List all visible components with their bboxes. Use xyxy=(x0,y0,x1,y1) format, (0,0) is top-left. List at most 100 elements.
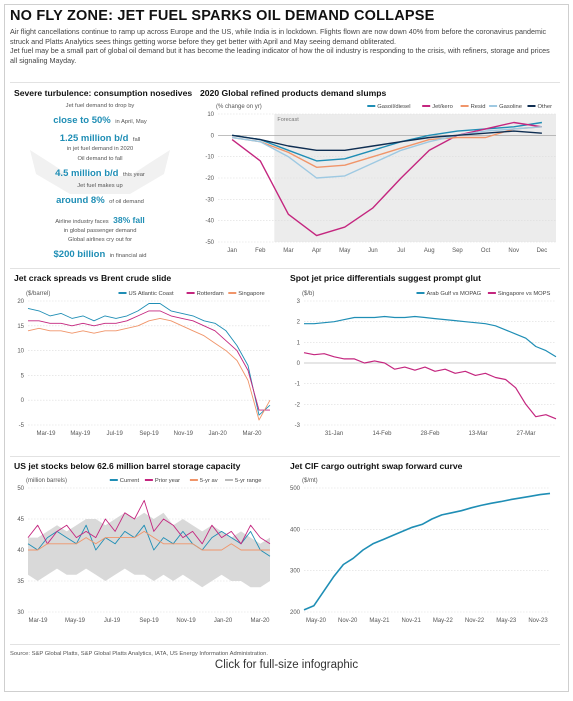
chart-crack: ($/barrel)20 15 10 5 0 -5 Mar-19 May-19 Jul-19 Se… xyxy=(17,291,271,437)
series-line-arab-gulf-vs-mopag xyxy=(304,315,557,358)
x-tick-label: Mar-20 xyxy=(242,431,262,437)
stat-value: $200 billion xyxy=(53,249,106,260)
y-tick-label: -2 xyxy=(295,402,301,408)
series-line-singapore xyxy=(27,317,271,421)
y-tick-label: -30 xyxy=(205,197,214,203)
x-tick-label: May-22 xyxy=(433,618,454,624)
y-axis-label: ($/b) xyxy=(302,291,314,297)
stat-oil-demand-fall: Oil demand to fall 4.5 million b/d this … xyxy=(12,156,188,181)
y-tick-label: 40 xyxy=(17,548,24,554)
y-tick-label: -20 xyxy=(205,176,214,182)
y-tick-label: 45 xyxy=(17,517,24,523)
x-tick-label: Mar xyxy=(283,248,293,254)
x-tick-label: Nov-21 xyxy=(401,618,421,624)
legend-entry: Singapore xyxy=(238,291,264,297)
y-axis-label: ($/mt) xyxy=(302,478,318,484)
series-line-current xyxy=(27,524,271,557)
airplane-silhouette-icon xyxy=(30,150,170,194)
divider xyxy=(10,456,560,457)
stat-label: this year xyxy=(122,172,145,178)
legend-entry: Gasoil/diesel xyxy=(377,104,410,110)
x-tick-label: Feb xyxy=(255,248,266,254)
x-tick-label: Mar-20 xyxy=(250,618,270,624)
stat-label: fall xyxy=(132,137,141,143)
stat-jet-demand-drop: Jet fuel demand to drop by close to 50% … xyxy=(12,103,188,128)
divider xyxy=(10,268,560,269)
stat-label: in financial aid xyxy=(109,253,147,259)
series-line-rotterdam xyxy=(28,310,270,411)
chart-title-spot: Spot jet price differentials suggest pro… xyxy=(290,273,481,283)
stat-jet-demand-fall: 1.25 million b/d fall in jet fuel demand… xyxy=(12,128,188,153)
x-tick-label: Jul-19 xyxy=(104,618,121,624)
y-tick-label: 3 xyxy=(297,299,301,305)
full-size-infographic-link[interactable]: Click for full-size infographic xyxy=(214,659,359,671)
stat-value: 4.5 million b/d xyxy=(55,168,119,179)
intro-text: Air flight cancellations continue to ram… xyxy=(10,27,558,65)
chart-spot: ($/b)3 2 1 0 -1 -2 -3 31-Jan 14-Feb 28-Feb 13-Mar 2… xyxy=(295,291,557,437)
x-tick-label: May-23 xyxy=(496,618,517,624)
stat-label: Jet fuel makes up xyxy=(77,183,123,189)
x-tick-label: Oct xyxy=(481,248,491,254)
x-tick-label: 13-Mar xyxy=(468,431,487,437)
chart-demand: (% change on yr) Forecast 10 0 -10 -20 -30 -40 -… xyxy=(205,104,556,254)
series-line-gasoline xyxy=(231,126,542,179)
stat-label: in April, May xyxy=(115,119,147,125)
forecast-label: Forecast xyxy=(277,117,299,123)
x-tick-label: 28-Feb xyxy=(420,431,440,437)
x-tick-label: Jan-20 xyxy=(208,431,227,437)
series-line-singapore-vs-mops xyxy=(303,352,557,420)
legend-entry: Prior year xyxy=(155,478,180,484)
x-tick-label: Jan-20 xyxy=(214,618,233,624)
legend-entry: 5-yr range xyxy=(235,478,261,484)
divider xyxy=(10,644,560,645)
x-tick-label: Nov-22 xyxy=(465,618,485,624)
legend-entry: Arab Gulf vs MOPAG xyxy=(427,291,482,297)
x-tick-label: Jun xyxy=(368,248,378,254)
y-tick-label: 0 xyxy=(211,133,215,139)
legend-entry: Jet/kero xyxy=(432,104,453,110)
legend-entry: US Atlantic Coast xyxy=(129,291,174,297)
y-tick-label: 500 xyxy=(290,486,301,492)
legend-entry: Resid xyxy=(471,104,486,110)
x-tick-label: Mar-19 xyxy=(36,431,56,437)
x-tick-label: May-19 xyxy=(65,618,86,624)
stat-financial-aid: Global airlines cry out for $200 billion… xyxy=(12,237,188,262)
stat-label: in jet fuel demand in 2020 xyxy=(66,146,134,152)
series-line-other xyxy=(231,130,542,151)
x-tick-label: Sep xyxy=(452,248,463,254)
x-tick-label: Jan xyxy=(227,248,237,254)
chart-title-demand: 2020 Global refined products demand slum… xyxy=(200,88,387,98)
x-tick-label: 31-Jan xyxy=(325,431,343,437)
y-tick-label: 30 xyxy=(17,610,24,616)
y-tick-label: 50 xyxy=(17,486,24,492)
x-tick-label: 14-Feb xyxy=(372,431,392,437)
x-tick-label: Nov-19 xyxy=(176,618,196,624)
source-note: Source: S&P Global Platts, S&P Global Pl… xyxy=(10,651,268,657)
stat-passenger-demand: Airline industry faces 38% fall in globa… xyxy=(12,210,188,235)
series-line-5-yr-av xyxy=(28,530,270,551)
y-tick-label: 300 xyxy=(290,569,301,575)
stat-jet-share: Jet fuel makes up around 8% of oil deman… xyxy=(12,183,188,208)
stat-label: Global airlines cry out for xyxy=(67,237,133,243)
x-tick-label: Apr xyxy=(312,248,321,254)
x-tick-label: Nov-20 xyxy=(338,618,358,624)
y-tick-label: 2 xyxy=(297,320,301,326)
stat-label: in global passenger demand xyxy=(63,228,137,234)
legend-entry: Current xyxy=(120,478,140,484)
chart-swap: ($/mt)500 400 300 200 May-20 Nov-20 May-21 Nov-… xyxy=(290,478,551,624)
x-tick-label: Sep-19 xyxy=(139,431,159,437)
chart-title-crack: Jet crack spreads vs Brent crude slide xyxy=(14,273,172,283)
y-tick-label: -10 xyxy=(205,155,214,161)
divider xyxy=(10,82,560,83)
y-tick-label: 5 xyxy=(21,373,25,379)
stat-value: 38% fall xyxy=(113,215,145,225)
y-tick-label: 0 xyxy=(21,398,25,404)
intro-paragraph-2: Jet fuel may be a small part of global o… xyxy=(10,46,550,65)
chart-stocks: (million barrels)50 45 40 35 30 Mar-19 May-19 J… xyxy=(17,478,271,624)
stats-panel: Jet fuel demand to drop by close to 50% … xyxy=(12,100,188,262)
legend-entry: Gasoline xyxy=(499,104,522,110)
stat-label: of oil demand xyxy=(109,199,144,205)
y-tick-label: 20 xyxy=(17,299,24,305)
x-tick-label: Jul xyxy=(397,248,405,254)
series-line-swap xyxy=(303,492,551,611)
